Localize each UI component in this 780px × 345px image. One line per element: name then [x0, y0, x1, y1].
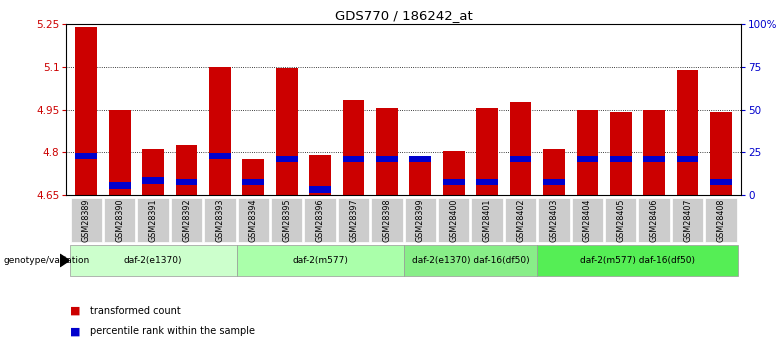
FancyBboxPatch shape	[572, 198, 603, 242]
Text: percentile rank within the sample: percentile rank within the sample	[90, 326, 255, 336]
Bar	[477, 108, 498, 195]
Bar	[576, 156, 598, 162]
Text: GSM28401: GSM28401	[483, 198, 491, 241]
FancyBboxPatch shape	[69, 245, 236, 276]
Text: GSM28405: GSM28405	[616, 198, 626, 242]
Text: daf-2(m577): daf-2(m577)	[292, 256, 348, 265]
Bar	[310, 155, 331, 195]
Bar	[576, 110, 598, 195]
Text: GSM28403: GSM28403	[549, 198, 558, 241]
FancyBboxPatch shape	[236, 245, 404, 276]
Text: GSM28394: GSM28394	[249, 198, 258, 242]
Bar	[477, 179, 498, 185]
Text: daf-2(e1370) daf-16(df50): daf-2(e1370) daf-16(df50)	[412, 256, 530, 265]
Bar	[443, 151, 465, 195]
Bar	[243, 179, 264, 185]
Bar	[376, 108, 398, 195]
Bar	[342, 100, 364, 195]
Text: GSM28395: GSM28395	[282, 198, 291, 242]
Text: GSM28406: GSM28406	[650, 198, 658, 241]
Text: GSM28397: GSM28397	[349, 198, 358, 242]
Bar	[276, 68, 298, 195]
Bar	[243, 159, 264, 195]
Bar	[710, 112, 732, 195]
Bar	[509, 156, 531, 162]
Title: GDS770 / 186242_at: GDS770 / 186242_at	[335, 9, 473, 22]
Bar	[610, 156, 632, 162]
Bar	[376, 156, 398, 162]
Bar	[76, 27, 98, 195]
FancyBboxPatch shape	[238, 198, 269, 242]
Bar	[176, 145, 197, 195]
Bar	[410, 156, 431, 162]
Text: GSM28400: GSM28400	[449, 198, 459, 241]
FancyBboxPatch shape	[404, 245, 537, 276]
FancyBboxPatch shape	[405, 198, 436, 242]
FancyBboxPatch shape	[705, 198, 736, 242]
Text: genotype/variation: genotype/variation	[4, 256, 90, 265]
Text: GSM28389: GSM28389	[82, 198, 90, 242]
FancyBboxPatch shape	[338, 198, 369, 242]
FancyBboxPatch shape	[71, 198, 102, 242]
Text: GSM28396: GSM28396	[316, 198, 324, 242]
Bar	[142, 177, 164, 184]
FancyBboxPatch shape	[537, 245, 738, 276]
Bar	[509, 102, 531, 195]
FancyBboxPatch shape	[639, 198, 670, 242]
Bar	[209, 153, 231, 159]
Bar	[76, 153, 98, 159]
Bar	[710, 179, 732, 185]
Text: GSM28399: GSM28399	[416, 198, 425, 242]
Text: GSM28391: GSM28391	[149, 198, 158, 242]
Bar	[342, 156, 364, 162]
FancyBboxPatch shape	[104, 198, 136, 242]
Text: GSM28402: GSM28402	[516, 198, 525, 242]
Text: GSM28390: GSM28390	[115, 198, 124, 242]
Bar	[543, 179, 565, 185]
Bar	[644, 156, 665, 162]
Text: daf-2(m577) daf-16(df50): daf-2(m577) daf-16(df50)	[580, 256, 695, 265]
FancyBboxPatch shape	[672, 198, 704, 242]
Bar	[310, 186, 331, 193]
Bar	[677, 156, 698, 162]
Polygon shape	[60, 254, 69, 267]
FancyBboxPatch shape	[271, 198, 303, 242]
Bar	[410, 161, 431, 195]
Text: GSM28404: GSM28404	[583, 198, 592, 241]
Bar	[677, 70, 698, 195]
Bar	[543, 149, 565, 195]
FancyBboxPatch shape	[605, 198, 636, 242]
Text: ■: ■	[70, 306, 80, 315]
FancyBboxPatch shape	[137, 198, 168, 242]
FancyBboxPatch shape	[204, 198, 236, 242]
FancyBboxPatch shape	[171, 198, 202, 242]
Bar	[176, 179, 197, 185]
Text: ■: ■	[70, 326, 80, 336]
Bar	[644, 110, 665, 195]
Text: transformed count: transformed count	[90, 306, 180, 315]
Text: GSM28398: GSM28398	[382, 198, 392, 242]
FancyBboxPatch shape	[304, 198, 336, 242]
FancyBboxPatch shape	[538, 198, 569, 242]
FancyBboxPatch shape	[471, 198, 503, 242]
Bar	[109, 110, 130, 195]
Text: GSM28393: GSM28393	[215, 198, 225, 242]
Text: GSM28407: GSM28407	[683, 198, 692, 242]
Text: GSM28408: GSM28408	[717, 198, 725, 241]
FancyBboxPatch shape	[505, 198, 537, 242]
FancyBboxPatch shape	[371, 198, 402, 242]
FancyBboxPatch shape	[438, 198, 470, 242]
Text: GSM28392: GSM28392	[182, 198, 191, 242]
Bar	[610, 112, 632, 195]
Bar	[443, 179, 465, 185]
Bar	[276, 156, 298, 162]
Bar	[142, 149, 164, 195]
Bar	[209, 67, 231, 195]
Text: daf-2(e1370): daf-2(e1370)	[124, 256, 183, 265]
Bar	[109, 183, 130, 189]
